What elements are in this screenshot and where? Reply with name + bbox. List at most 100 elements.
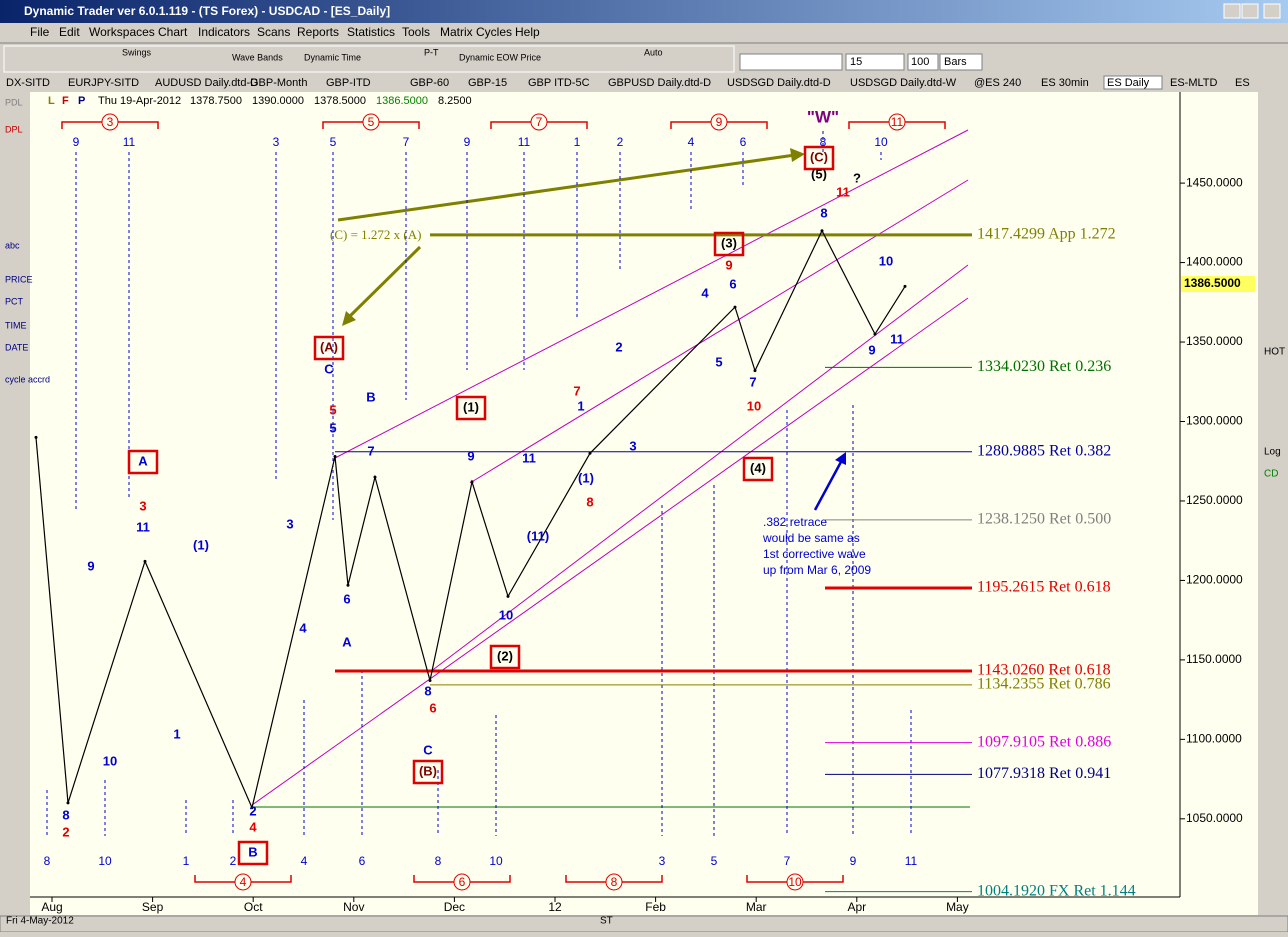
x-tick-label: Dec bbox=[444, 900, 465, 914]
y-tick-label: 1400.0000 bbox=[1186, 255, 1243, 269]
wave-label: 10 bbox=[879, 253, 893, 268]
p-flag: P bbox=[78, 95, 85, 107]
status-bar bbox=[0, 915, 1288, 933]
retracement-label: 1134.2355 Ret 0.786 bbox=[977, 676, 1111, 693]
wave-label: A bbox=[138, 453, 148, 468]
menu-item[interactable]: Statistics bbox=[347, 25, 395, 39]
chart-tab[interactable]: EURJPY-SITD bbox=[68, 77, 139, 89]
title-bar bbox=[0, 0, 1288, 23]
wave-bands-button[interactable]: Wave Bands bbox=[232, 52, 283, 62]
maximize-button[interactable] bbox=[1241, 3, 1259, 19]
f-flag: F bbox=[62, 95, 69, 107]
cycle-count: 6 bbox=[359, 854, 366, 868]
last-price-box bbox=[1181, 276, 1255, 293]
wave-label: 7 bbox=[749, 374, 756, 389]
header-high: 1390.0000 bbox=[252, 95, 304, 107]
pt-button[interactable]: P-T bbox=[424, 47, 439, 57]
cycle-count: 7 bbox=[403, 135, 410, 149]
left-tool[interactable]: abc bbox=[5, 240, 20, 250]
left-tool[interactable]: PCT bbox=[5, 296, 24, 306]
right-tool[interactable]: Log bbox=[1264, 447, 1281, 458]
active-tab bbox=[1103, 75, 1163, 90]
left-tool[interactable]: PDL bbox=[5, 97, 23, 107]
chart-tab[interactable]: USDSGD Daily.dtd-W bbox=[850, 77, 957, 89]
left-tool[interactable]: cycle accrd bbox=[5, 374, 50, 384]
chart-tab[interactable]: GBP ITD-5C bbox=[528, 77, 590, 89]
close-button[interactable] bbox=[1263, 3, 1281, 19]
chart-tab[interactable]: ES bbox=[1235, 77, 1250, 89]
swings-button[interactable]: Swings bbox=[122, 47, 152, 57]
menu-item[interactable]: Workspaces bbox=[89, 25, 155, 39]
chart-tab[interactable]: GBP-60 bbox=[410, 77, 449, 89]
wave-label: 7 bbox=[367, 443, 374, 458]
retrace-arrow bbox=[813, 459, 844, 511]
menu-item[interactable]: Indicators bbox=[198, 25, 250, 39]
chart-tab[interactable]: ES Daily bbox=[1107, 77, 1150, 89]
right-tool[interactable]: CD bbox=[1264, 469, 1278, 480]
tab-strip bbox=[0, 75, 1288, 90]
x-tick-label: Mar bbox=[746, 900, 767, 914]
menu-item[interactable]: Tools bbox=[402, 25, 430, 39]
menu-item[interactable]: Matrix Cycles bbox=[440, 25, 512, 39]
swing-point bbox=[250, 806, 254, 810]
cycle-count: 1 bbox=[183, 854, 190, 868]
cycle-count: 2 bbox=[617, 135, 624, 149]
wave-label: 3 bbox=[139, 498, 146, 513]
menu-item[interactable]: File bbox=[30, 25, 50, 39]
dynamic-eow-button[interactable]: Dynamic EOW Price bbox=[459, 52, 541, 62]
chart-tab[interactable]: DX-SITD bbox=[6, 77, 50, 89]
auto-toggle[interactable]: Auto bbox=[644, 47, 663, 57]
swing-point bbox=[346, 583, 350, 587]
cycle-circle bbox=[605, 873, 623, 891]
swing-point bbox=[820, 229, 824, 233]
retracement-label: 1417.4299 App 1.272 bbox=[977, 226, 1116, 243]
left-tool[interactable]: DPL bbox=[5, 124, 23, 134]
wave-label: (3) bbox=[721, 235, 737, 250]
menu-item[interactable]: Scans bbox=[257, 25, 290, 39]
menu-item[interactable]: Chart bbox=[158, 25, 188, 39]
wave-box bbox=[127, 449, 159, 475]
wave-label: 11 bbox=[522, 450, 536, 465]
cycle-count: 8 bbox=[820, 135, 827, 149]
menu-item[interactable]: Help bbox=[515, 25, 540, 39]
chart-tab[interactable]: GBP-15 bbox=[468, 77, 507, 89]
chart-tab[interactable]: AUDUSD Daily.dtd-D bbox=[155, 77, 258, 89]
chart-tab[interactable]: @ES 240 bbox=[974, 77, 1021, 89]
swing-point bbox=[733, 305, 737, 309]
chart-tab[interactable]: USDSGD Daily.dtd-D bbox=[727, 77, 831, 89]
bars-value: Bars bbox=[944, 56, 967, 68]
left-tool[interactable]: DATE bbox=[5, 342, 28, 352]
chart-tab[interactable]: ES 30min bbox=[1041, 77, 1089, 89]
left-tool[interactable]: PRICE bbox=[5, 274, 33, 284]
cycle-count: 10 bbox=[98, 854, 112, 868]
retracement-label: 1004.1920 FX Ret 1.144 bbox=[977, 882, 1136, 899]
arrow-head bbox=[835, 452, 846, 465]
menu-item[interactable]: Reports bbox=[297, 25, 339, 39]
count-input[interactable] bbox=[907, 53, 939, 71]
swing-point bbox=[333, 454, 337, 458]
retracement-label: 1143.0260 Ret 0.618 bbox=[977, 662, 1111, 679]
swing-point bbox=[588, 451, 592, 455]
header-close: 1386.5000 bbox=[376, 95, 428, 107]
menu-item[interactable]: Edit bbox=[59, 25, 80, 39]
chart-tab[interactable]: GBPUSD Daily.dtd-D bbox=[608, 77, 711, 89]
y-tick-label: 1250.0000 bbox=[1186, 493, 1243, 507]
wave-label: C bbox=[324, 361, 334, 376]
bars-dropdown[interactable] bbox=[939, 53, 983, 71]
left-tool[interactable]: TIME bbox=[5, 320, 27, 330]
interval-dropdown[interactable] bbox=[845, 53, 905, 71]
cycle-count: 6 bbox=[740, 135, 747, 149]
minimize-button[interactable] bbox=[1223, 3, 1241, 19]
header-change: 8.2500 bbox=[438, 95, 472, 107]
dynamic-time-button[interactable]: Dynamic Time bbox=[304, 52, 361, 62]
chart-tab[interactable]: GBP-ITD bbox=[326, 77, 371, 89]
chart-tab[interactable]: GBP-Month bbox=[250, 77, 307, 89]
wave-label: 8 bbox=[586, 494, 593, 509]
symbol-dropdown[interactable] bbox=[739, 53, 843, 71]
cycle-number: 7 bbox=[536, 115, 543, 129]
right-tool[interactable]: HOT bbox=[1264, 347, 1285, 358]
wave-box bbox=[237, 840, 269, 866]
wave-label: 7 bbox=[573, 383, 580, 398]
chart-tab[interactable]: ES-MLTD bbox=[1170, 77, 1218, 89]
